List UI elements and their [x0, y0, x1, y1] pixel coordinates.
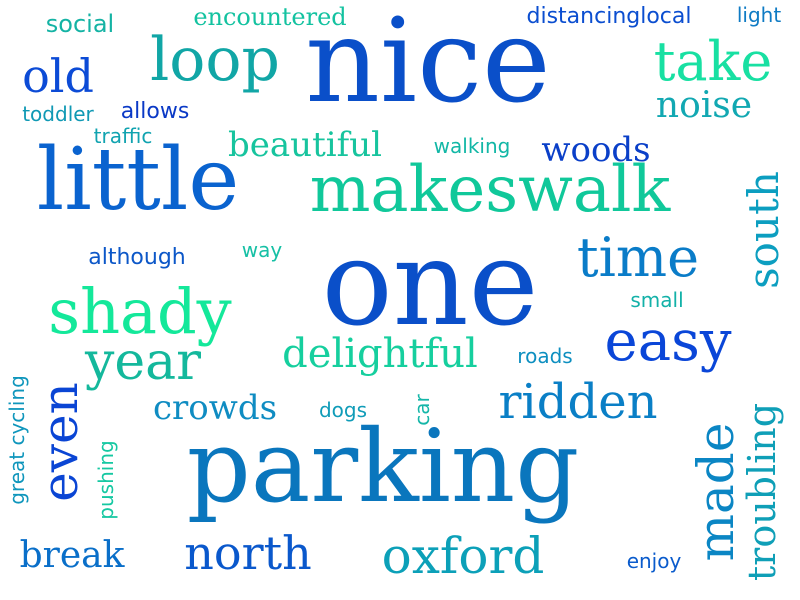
cloud-word-walking: walking — [433, 134, 511, 158]
cloud-word-although: although — [88, 245, 186, 270]
cloud-word-toddler: toddler — [22, 102, 94, 126]
cloud-word-old: old — [22, 49, 94, 103]
cloud-word-traffic: traffic — [93, 124, 153, 148]
cloud-word-noise: noise — [655, 85, 753, 126]
cloud-word-light: light — [736, 3, 782, 27]
cloud-word-nice: nice — [305, 0, 551, 129]
cloud-word-beautiful: beautiful — [228, 125, 382, 165]
cloud-word-allows: allows — [120, 99, 190, 124]
cloud-word-troubling: troubling — [740, 402, 784, 582]
cloud-word-time: time — [576, 226, 700, 289]
cloud-word-little: little — [36, 130, 240, 230]
cloud-word-dogs: dogs — [318, 398, 368, 422]
cloud-word-easy: easy — [604, 309, 732, 374]
cloud-word-made: made — [687, 422, 745, 562]
cloud-word-way: way — [241, 238, 283, 262]
cloud-word-social: social — [45, 10, 115, 38]
cloud-word-one: one — [321, 214, 539, 352]
cloud-word-loop: loop — [150, 25, 280, 95]
cloud-word-break: break — [19, 535, 125, 576]
cloud-word-enjoy: enjoy — [626, 549, 682, 573]
cloud-word-even: even — [31, 382, 89, 502]
cloud-word-small: small — [630, 288, 684, 312]
cloud-word-roads: roads — [517, 344, 573, 368]
cloud-word-makeswalk: makeswalk — [309, 153, 671, 227]
cloud-word-north: north — [184, 526, 312, 580]
cloud-word-encountered: encountered — [193, 3, 347, 31]
cloud-word-pushing: pushing — [94, 440, 118, 520]
cloud-word-crowds: crowds — [152, 388, 278, 428]
cloud-word-south: south — [739, 171, 788, 289]
cloud-word-distancinglocal: distancinglocal — [526, 4, 692, 29]
cloud-word-shady: shady — [48, 275, 232, 348]
cloud-word-parking: parking — [186, 408, 580, 525]
cloud-word-year: year — [84, 332, 202, 392]
cloud-word-car: car — [410, 394, 434, 426]
cloud-word-take: take — [653, 30, 773, 93]
cloud-word-woods: woods — [541, 130, 651, 170]
cloud-word-great-cycling: great cycling — [5, 375, 29, 505]
cloud-word-ridden: ridden — [498, 374, 658, 430]
cloud-word-delightful: delightful — [282, 331, 478, 377]
cloud-word-oxford: oxford — [381, 527, 545, 585]
